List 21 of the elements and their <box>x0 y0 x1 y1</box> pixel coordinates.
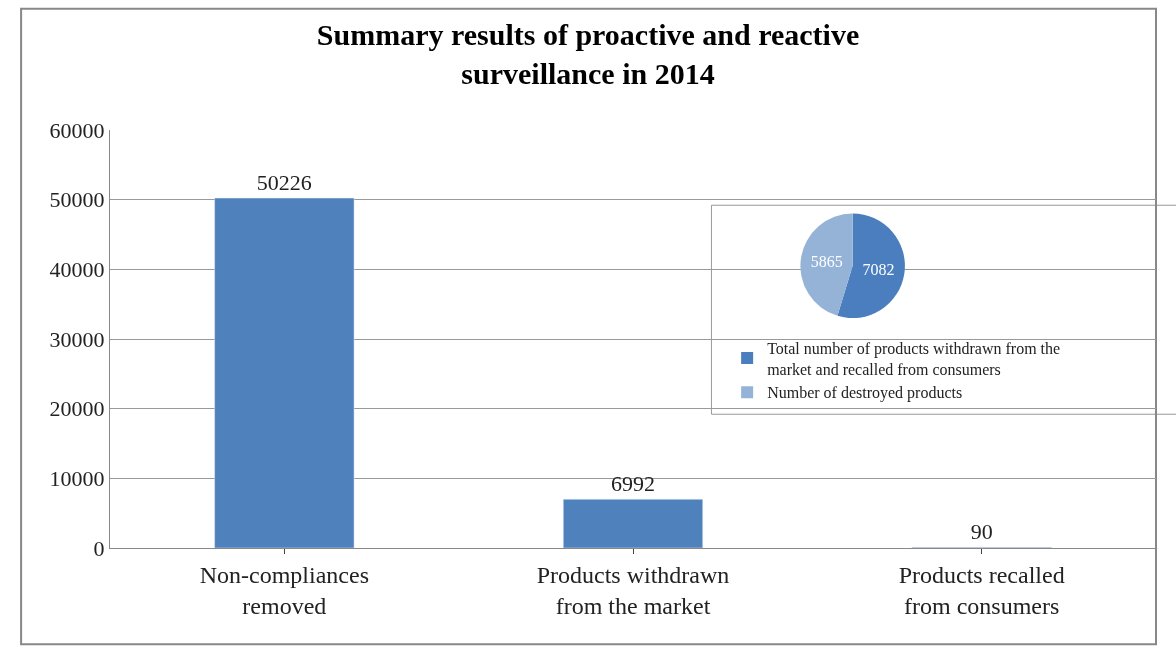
y-tick-label: 60000 <box>49 117 105 143</box>
data-label: 50226 <box>256 170 312 196</box>
y-tick-label: 20000 <box>49 396 105 422</box>
chart-title: Summary results of proactive and reactive surveillance in 2014 <box>316 18 860 91</box>
bar <box>214 197 355 548</box>
data-label: 5865 <box>810 253 843 271</box>
data-label: 90 <box>970 519 993 545</box>
data-label: 7082 <box>862 261 895 279</box>
x-tick-label: Non-compliances removed <box>199 561 369 619</box>
pie-slice <box>800 213 853 316</box>
y-tick-label: 0 <box>93 535 105 561</box>
y-tick-label: 10000 <box>49 466 105 492</box>
y-tick-label: 40000 <box>49 257 105 283</box>
bar <box>563 499 703 548</box>
x-tick-label: Products withdrawn from the market <box>536 561 730 619</box>
y-tick-label: 30000 <box>49 326 105 352</box>
data-label: 6992 <box>611 471 655 497</box>
x-tick-label: Products recalled from consumers <box>898 561 1065 619</box>
legend-label: Total number of products withdrawn from the market and recalled from consumers <box>767 339 1061 378</box>
y-tick-label: 50000 <box>49 187 105 213</box>
legend-label: Number of destroyed products <box>767 384 963 403</box>
